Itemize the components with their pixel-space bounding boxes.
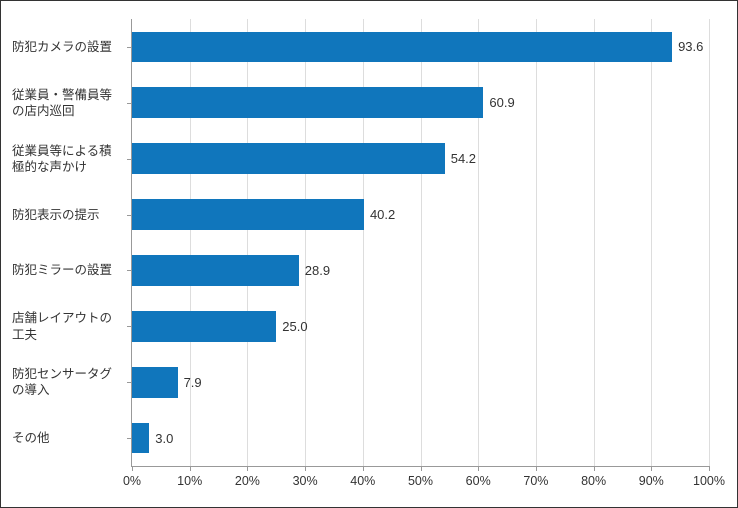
- bar-value: 3.0: [155, 431, 173, 446]
- bar-row: 28.9: [132, 255, 709, 286]
- x-tick-label: 80%: [581, 474, 606, 488]
- bar-row: 7.9: [132, 367, 709, 398]
- bar-value: 40.2: [370, 207, 395, 222]
- x-tick-mark: [247, 466, 248, 471]
- bar: [132, 87, 483, 118]
- gridline: [305, 19, 306, 466]
- x-tick-mark: [651, 466, 652, 471]
- gridline: [421, 19, 422, 466]
- x-tick-label: 60%: [466, 474, 491, 488]
- bar-row: 93.6: [132, 32, 709, 63]
- bar-row: 54.2: [132, 143, 709, 174]
- x-tick-mark: [190, 466, 191, 471]
- bar-value: 7.9: [184, 375, 202, 390]
- gridline: [536, 19, 537, 466]
- category-label: 店舗レイアウトの工夫: [12, 310, 122, 343]
- x-tick-label: 70%: [523, 474, 548, 488]
- plot-area: 0%10%20%30%40%50%60%70%80%90%100%防犯カメラの設…: [131, 19, 709, 467]
- x-tick-mark: [305, 466, 306, 471]
- x-tick-mark: [421, 466, 422, 471]
- gridline: [363, 19, 364, 466]
- bar: [132, 367, 178, 398]
- category-label: 防犯カメラの設置: [12, 39, 122, 55]
- x-tick-label: 40%: [350, 474, 375, 488]
- gridline: [247, 19, 248, 466]
- bar-row: 60.9: [132, 87, 709, 118]
- category-label: 防犯センサータグの導入: [12, 366, 122, 399]
- x-tick-mark: [709, 466, 710, 471]
- category-label: 従業員等による積極的な声かけ: [12, 142, 122, 175]
- gridline: [190, 19, 191, 466]
- gridline: [651, 19, 652, 466]
- bar: [132, 423, 149, 454]
- bar-row: 40.2: [132, 199, 709, 230]
- bar-value: 60.9: [489, 95, 514, 110]
- bar-row: 3.0: [132, 423, 709, 454]
- bar-value: 93.6: [678, 39, 703, 54]
- gridline: [478, 19, 479, 466]
- x-tick-mark: [132, 466, 133, 471]
- chart-container: 0% 10% 20% 30% 40% 50% 60% 70% 80% 90% 100% 防犯カメラの設…: [0, 0, 738, 508]
- x-tick-label: 10%: [177, 474, 202, 488]
- category-label: 防犯ミラーの設置: [12, 262, 122, 278]
- x-tick-label: 0%: [123, 474, 141, 488]
- gridline: [709, 19, 710, 466]
- category-label: 従業員・警備員等の店内巡回: [12, 87, 122, 120]
- category-label: 防犯表示の提示: [12, 206, 122, 222]
- x-tick-mark: [594, 466, 595, 471]
- category-label: その他: [12, 430, 122, 446]
- bar: [132, 32, 672, 63]
- bar-value: 28.9: [305, 263, 330, 278]
- bar: [132, 311, 276, 342]
- x-tick-mark: [363, 466, 364, 471]
- bar-row: 25.0: [132, 311, 709, 342]
- x-tick-label: 30%: [293, 474, 318, 488]
- bar-value: 25.0: [282, 319, 307, 334]
- x-tick-label: 20%: [235, 474, 260, 488]
- bar: [132, 143, 445, 174]
- bar: [132, 255, 299, 286]
- gridline: [594, 19, 595, 466]
- bar-value: 54.2: [451, 151, 476, 166]
- x-tick-mark: [478, 466, 479, 471]
- x-tick-mark: [536, 466, 537, 471]
- x-tick-label: 50%: [408, 474, 433, 488]
- x-tick-label: 100%: [693, 474, 725, 488]
- x-tick-label: 90%: [639, 474, 664, 488]
- bar: [132, 199, 364, 230]
